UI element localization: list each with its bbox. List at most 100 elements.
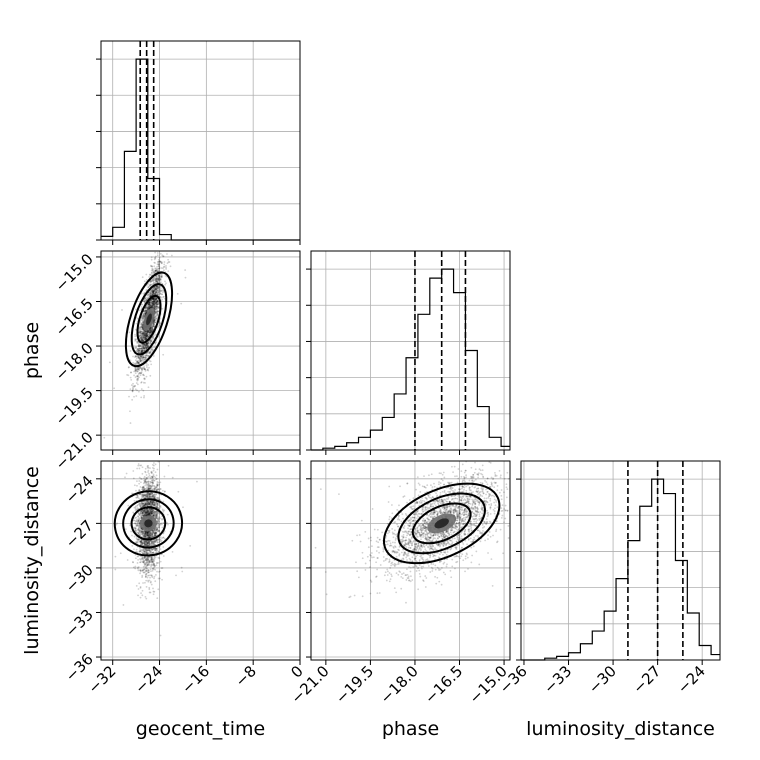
panel-frame: [520, 460, 721, 661]
sample-point: [157, 278, 160, 281]
sample-point: [154, 343, 157, 345]
sample-point: [141, 367, 143, 370]
sample-point: [156, 306, 159, 309]
sample-point: [141, 544, 144, 546]
sample-point: [156, 570, 158, 573]
sample-point: [137, 515, 140, 518]
sample-point: [134, 520, 137, 523]
sample-point: [141, 511, 144, 514]
sample-point: [134, 567, 137, 570]
sample-point: [151, 301, 153, 304]
sample-point: [154, 290, 157, 292]
sample-point: [143, 395, 146, 397]
sample-point: [136, 350, 139, 353]
sample-point: [143, 331, 146, 334]
sample-point: [155, 268, 158, 271]
sample-point: [127, 374, 130, 377]
sample-point: [155, 286, 158, 289]
sample-point: [150, 510, 153, 513]
sample-point: [149, 331, 152, 334]
sample-point: [149, 492, 151, 495]
sample-point: [152, 297, 154, 300]
sample-point: [155, 297, 158, 300]
sample-point: [151, 503, 154, 506]
sample-point: [151, 302, 154, 305]
sample-point: [148, 352, 151, 354]
sample-point: [147, 333, 149, 336]
sample-point: [149, 352, 152, 355]
sample-point: [137, 567, 139, 570]
sample-point: [127, 366, 130, 369]
sample-point: [154, 297, 157, 299]
sample-point: [146, 501, 149, 503]
sample-point: [153, 513, 156, 516]
sample-point: [141, 276, 144, 279]
sample-point: [162, 267, 164, 270]
sample-point: [139, 357, 142, 360]
sample-point: [151, 330, 154, 332]
sample-point: [148, 591, 151, 594]
sample-point: [155, 307, 158, 310]
sample-point: [103, 436, 106, 439]
sample-point: [159, 481, 162, 484]
sample-point: [157, 556, 160, 559]
sample-point: [141, 530, 143, 533]
sample-point: [151, 347, 153, 350]
sample-point: [135, 584, 138, 587]
sample-point: [153, 323, 156, 325]
sample-point: [153, 503, 156, 506]
sample-point: [140, 330, 143, 333]
sample-point: [155, 486, 158, 489]
sample-point: [150, 301, 153, 304]
sample-point: [152, 328, 154, 330]
sample-point: [153, 290, 156, 293]
sample-point: [167, 270, 170, 273]
sample-point: [153, 306, 156, 308]
sample-point: [147, 296, 150, 299]
sample-point: [149, 281, 152, 284]
sample-point: [136, 494, 139, 497]
sample-point: [151, 444, 153, 446]
sample-point: [127, 504, 130, 507]
sample-point: [144, 508, 147, 511]
sample-point: [153, 304, 156, 306]
sample-point: [139, 531, 142, 534]
sample-point: [144, 503, 147, 506]
sample-point: [139, 569, 142, 572]
sample-point: [144, 471, 147, 474]
sample-point: [153, 487, 155, 490]
sample-point: [140, 355, 143, 358]
sample-point: [156, 506, 159, 509]
sample-point: [155, 493, 158, 496]
sample-point: [141, 338, 143, 341]
sample-point: [153, 303, 155, 305]
sample-point: [152, 268, 154, 271]
sample-point: [141, 303, 144, 306]
sample-point: [145, 334, 147, 337]
sample-point: [149, 493, 152, 496]
sample-point: [142, 331, 145, 334]
sample-point: [140, 543, 143, 546]
sample-point: [154, 270, 157, 272]
sample-point: [157, 277, 160, 280]
sample-point: [151, 551, 154, 554]
sample-point: [156, 520, 159, 523]
sample-point: [138, 390, 140, 393]
sample-point: [140, 336, 143, 339]
sample-point: [153, 299, 155, 302]
sample-point: [154, 269, 157, 272]
sample-point: [162, 269, 165, 272]
sample-point: [136, 355, 139, 358]
sample-point: [150, 280, 153, 283]
sample-point: [143, 280, 146, 283]
sample-point: [134, 339, 137, 341]
sample-point: [150, 326, 153, 329]
sample-point: [139, 444, 141, 446]
sample-point: [151, 481, 154, 484]
sample-point: [140, 326, 143, 329]
sample-point: [148, 331, 151, 334]
sample-point: [144, 337, 147, 340]
sample-point: [153, 298, 156, 301]
sample-point: [140, 493, 143, 496]
sample-point: [142, 452, 144, 454]
